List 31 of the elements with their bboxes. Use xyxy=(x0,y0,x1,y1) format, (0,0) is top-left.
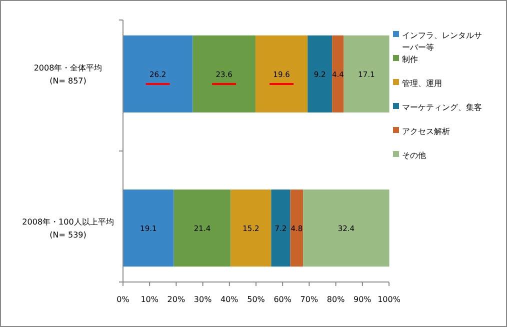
bar xyxy=(332,35,344,112)
bar xyxy=(303,190,390,267)
bar xyxy=(174,190,231,267)
x-tick-label: 60% xyxy=(274,295,292,304)
bar xyxy=(123,35,193,112)
legend-label: その他 xyxy=(402,151,426,160)
x-tick-label: 0% xyxy=(116,295,130,304)
bar xyxy=(344,35,390,112)
x-tick-label: 100% xyxy=(378,295,401,304)
legend-label: マーケティング、集客 xyxy=(402,103,482,112)
bar xyxy=(271,190,290,267)
x-tick-label: 50% xyxy=(247,295,266,304)
legend-label: アクセス解析 xyxy=(402,127,450,136)
x-tick-label: 30% xyxy=(194,295,212,304)
x-tick-label: 10% xyxy=(140,295,159,304)
y-tick-label: 2008年・全体平均 (N= 857) xyxy=(34,63,102,86)
legend-label: 管理、運用 xyxy=(402,79,442,88)
x-tick-label: 90% xyxy=(354,295,372,304)
x-tick-label: 80% xyxy=(326,295,346,304)
x-tick-label: 70% xyxy=(300,295,318,304)
legend-label: 制作 xyxy=(402,55,418,64)
bar xyxy=(308,35,332,112)
x-tick-label: 40% xyxy=(220,295,239,304)
bar xyxy=(123,190,174,267)
bar xyxy=(255,35,308,112)
legend-label: インフラ、レンタルサーバー等 xyxy=(402,31,482,52)
bar xyxy=(192,35,256,112)
bar xyxy=(230,190,272,267)
x-tick-label: 20% xyxy=(167,295,186,304)
bar xyxy=(290,190,304,267)
y-tick-label: 2008年・100人以上平均 (N= 539) xyxy=(22,218,114,240)
